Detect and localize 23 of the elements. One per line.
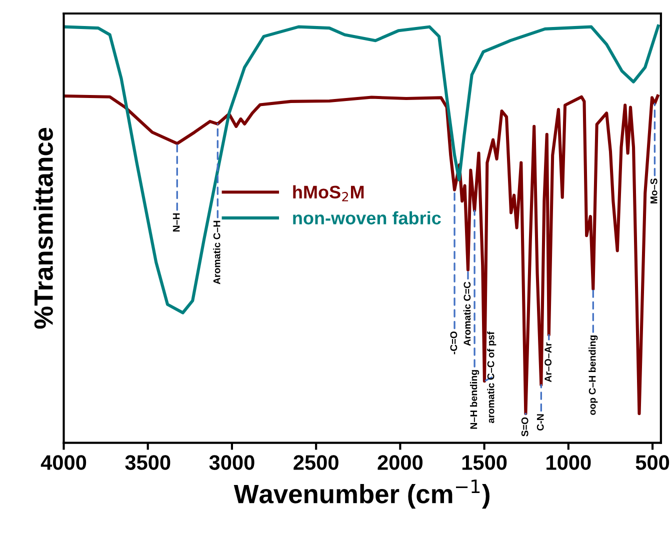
annotation: oop C–H bending [588, 335, 598, 415]
annotation: N–H [172, 213, 180, 232]
annotation: aromatic C–C of psf [487, 331, 496, 424]
y-axis-title: %Transmittance [34, 128, 53, 329]
annotation: Ar–O–Ar [544, 342, 552, 382]
x-tick-label: 3500 [125, 455, 170, 470]
x-tick-label: 3000 [209, 455, 254, 470]
x-tick-label: 500 [636, 455, 670, 470]
annotation: Aromatic C–H [213, 220, 220, 284]
legend-label: hMoS$_{2}$M [293, 185, 364, 202]
annotation: Mo–S [650, 178, 658, 204]
x-tick-label: 1500 [462, 455, 507, 470]
annotation: S=O [521, 417, 528, 436]
x-tick-label: 2500 [294, 455, 338, 470]
annotation: Aromatic C=C [463, 282, 471, 346]
annotation: C-N [536, 414, 544, 431]
x-tick-label: 1000 [546, 455, 591, 470]
x-axis-title: Wavenumber (cm$^{−1}$) [234, 480, 490, 509]
x-tick-label: 2000 [378, 455, 423, 470]
annotation: N–H bending [470, 370, 480, 429]
x-tick-label: 4000 [40, 455, 86, 470]
legend-label: non-woven fabric [293, 211, 441, 224]
annotation: -C=O [450, 332, 458, 354]
